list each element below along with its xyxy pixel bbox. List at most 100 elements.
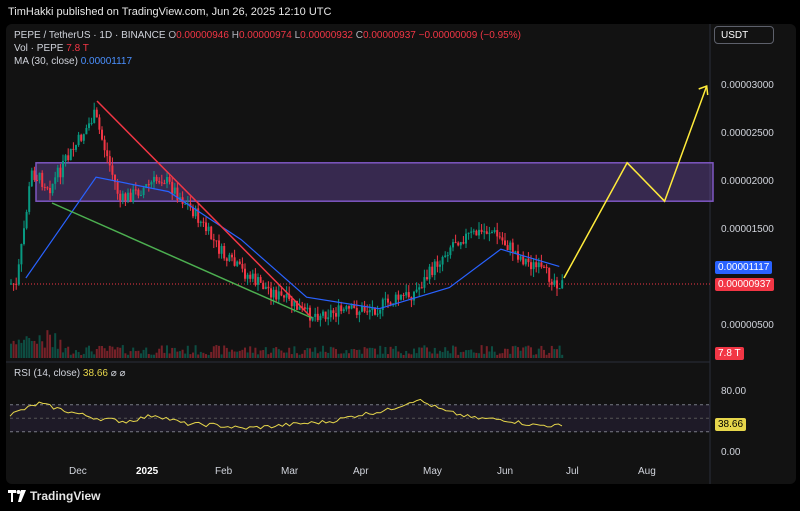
candle-body — [556, 280, 558, 289]
candle-body — [485, 231, 488, 234]
volume-bar — [153, 354, 155, 358]
candle-body — [428, 266, 431, 280]
candle-body — [457, 242, 460, 246]
candle-body — [106, 150, 109, 157]
volume-bar — [389, 346, 392, 358]
volume-bar — [537, 348, 540, 358]
volume-bar — [181, 349, 184, 358]
candle-body — [374, 307, 376, 315]
candle-body — [540, 262, 543, 267]
volume-bar — [246, 352, 249, 358]
candle-body — [12, 283, 15, 285]
volume-bar — [335, 349, 337, 358]
volume-bar — [106, 350, 109, 358]
brand-name: TradingView — [30, 489, 101, 503]
volume-bar — [15, 344, 18, 358]
candle-body — [439, 264, 441, 267]
volume-bar — [355, 349, 358, 358]
candle-body — [454, 242, 457, 244]
candle-body — [220, 246, 223, 254]
candle-body — [402, 295, 405, 297]
candle-body — [119, 193, 122, 201]
candle-body — [121, 193, 124, 201]
volume-bar — [465, 350, 467, 358]
volume-bar — [254, 347, 257, 358]
candle-body — [147, 184, 150, 186]
candle-body — [108, 156, 111, 166]
volume-bar — [142, 349, 145, 358]
volume-bar — [514, 345, 517, 358]
volume-bar — [10, 343, 12, 358]
candle-body — [350, 304, 353, 309]
volume-bar — [329, 346, 332, 358]
volume-bar — [324, 351, 327, 358]
currency-button[interactable]: USDT — [714, 26, 774, 44]
volume-bar — [155, 352, 158, 358]
publish-info: TimHakki published on TradingView.com, J… — [8, 6, 332, 18]
low-label: L — [294, 30, 301, 41]
volume-bar — [215, 345, 218, 358]
volume-bar — [67, 346, 70, 358]
volume-bar — [189, 354, 192, 358]
volume-bar — [114, 349, 116, 358]
volume-bar — [132, 347, 135, 358]
volume-bar — [62, 352, 64, 358]
volume-bar — [361, 353, 363, 358]
candle-body — [277, 291, 280, 300]
low-value: 0.00000932 — [300, 30, 353, 41]
volume-bar — [218, 345, 220, 358]
candle-body — [33, 170, 36, 180]
volume-bar — [358, 349, 361, 358]
rsi-tag: 38.66 — [715, 418, 747, 431]
candle-body — [259, 277, 262, 283]
close-value: 0.00000937 — [363, 30, 416, 41]
candle-body — [168, 176, 171, 182]
candle-body — [163, 183, 166, 185]
volume-bar — [506, 348, 509, 358]
candle-body — [20, 244, 23, 265]
volume-bar — [405, 350, 408, 358]
volume-bar — [446, 350, 449, 358]
candle-body — [303, 307, 306, 310]
candle-body — [134, 189, 137, 191]
chart-canvas[interactable] — [0, 0, 800, 487]
volume-bar — [459, 352, 462, 358]
candle-body — [358, 311, 361, 315]
volume-bar — [236, 351, 239, 358]
candle-body — [173, 187, 176, 194]
volume-bar — [532, 354, 535, 358]
candle-body — [124, 193, 127, 201]
candle-body — [327, 317, 330, 320]
candle-body — [17, 264, 20, 285]
candle-body — [316, 313, 319, 321]
rsi-label: RSI (14, close) — [14, 368, 81, 379]
candle-body — [389, 302, 392, 306]
volume-bar — [413, 348, 415, 358]
volume-bar — [28, 338, 31, 358]
volume-bar — [163, 352, 166, 358]
volume-bar — [36, 343, 38, 358]
candle-body — [288, 294, 291, 300]
tradingview-logo[interactable]: TradingView — [8, 489, 100, 503]
volume-bar — [262, 350, 265, 358]
ma-price-tag: 0.00001117 — [715, 261, 773, 274]
volume-bar — [457, 354, 460, 358]
volume-bar — [493, 351, 496, 358]
candle-body — [348, 306, 350, 309]
chart-frame[interactable] — [6, 24, 796, 484]
volume-bar — [337, 353, 340, 358]
volume-bar — [345, 350, 348, 358]
candle-body — [376, 313, 379, 315]
candle-body — [127, 192, 129, 201]
candle-body — [415, 289, 418, 292]
volume-value: 7.8 T — [66, 43, 89, 54]
candle-body — [264, 286, 267, 290]
volume-bar — [553, 349, 556, 358]
time-tick: May — [423, 466, 442, 477]
eye-icon[interactable]: ⌀ — [110, 368, 117, 379]
candle-body — [405, 292, 408, 296]
candle-body — [465, 233, 467, 244]
eye-off-icon[interactable]: ⌀ — [119, 368, 126, 379]
volume-bar — [199, 351, 202, 358]
candle-body — [332, 310, 335, 314]
